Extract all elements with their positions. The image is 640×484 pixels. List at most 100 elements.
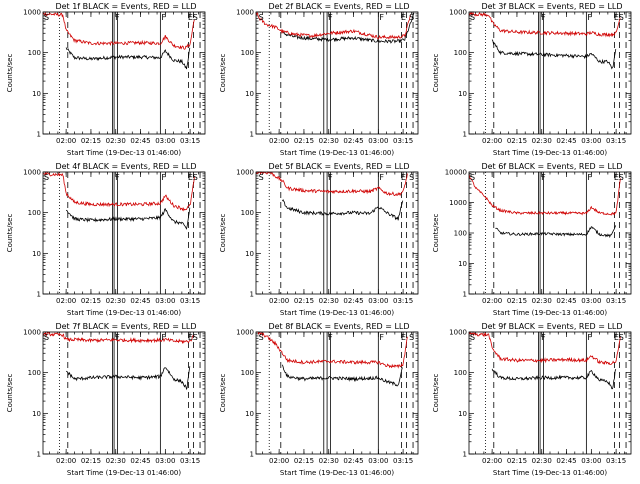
event-marker-label: S (409, 13, 414, 22)
event-marker-label: S (470, 13, 475, 22)
chart-panel: Det 9f BLACK = Events, RED = LLD Counts/s… (426, 320, 639, 480)
series-line-lld (468, 11, 621, 38)
x-tick-label: 02:45 (556, 457, 576, 465)
y-axis (43, 331, 205, 455)
event-marker-label: S (470, 173, 475, 182)
event-marker-label: F (379, 333, 384, 342)
y-tick-label: 1 (37, 131, 41, 139)
y-tick-label: 10 (32, 90, 41, 98)
plot-frame (468, 171, 632, 295)
chart-panel: Det 7f BLACK = Events, RED = LLD Counts/s… (0, 320, 213, 480)
plot-frame (468, 331, 632, 455)
chart-svg: Det 7f BLACK = Events, RED = LLD Counts/s… (6, 322, 206, 477)
chart-title: Det 3f BLACK = Events, RED = LLD (481, 2, 622, 11)
x-tick-label: 02:00 (269, 137, 289, 145)
event-marker-label: E (188, 333, 193, 342)
y-tick-label: 1 (463, 291, 467, 299)
series-line-events (282, 199, 404, 221)
x-tick-label: 02:00 (56, 457, 76, 465)
x-tick-label: 02:00 (482, 137, 502, 145)
y-tick-label: 1 (250, 291, 254, 299)
x-tick-label: 03:15 (606, 297, 626, 305)
x-tick-label: 03:15 (606, 457, 626, 465)
chart-svg: Det 8f BLACK = Events, RED = LLD Counts/s… (219, 322, 419, 477)
event-marker-label: E (401, 13, 406, 22)
chart-panel: Det 8f BLACK = Events, RED = LLD Counts/s… (213, 320, 426, 480)
event-marker-label: F (115, 13, 120, 22)
x-tick-label: 03:15 (606, 137, 626, 145)
series-line-events (65, 47, 191, 70)
x-axis-label: Start Time (19-Dec-13 01:46:00) (493, 149, 607, 157)
y-tick-label: 1000 (449, 329, 467, 337)
x-tick-label: 03:15 (393, 137, 413, 145)
event-marker-label: F (115, 333, 120, 342)
plot-frame (255, 331, 419, 455)
event-marker-label: S (470, 333, 475, 342)
event-marker-label: S (193, 333, 198, 342)
chart-title: Det 6f BLACK = Events, RED = LLD (481, 162, 622, 171)
y-tick-label: 100 (454, 230, 467, 238)
event-marker-label: F (379, 173, 384, 182)
y-axis (469, 171, 631, 295)
event-marker-label: F (587, 333, 592, 342)
y-tick-label: 1000 (236, 9, 254, 17)
event-marker-label: F (161, 333, 166, 342)
x-tick-label: 02:15 (507, 297, 527, 305)
x-tick-label: 02:15 (81, 297, 101, 305)
event-marker-label: S (193, 173, 198, 182)
x-tick-label: 02:45 (343, 457, 363, 465)
x-tick-label: 02:45 (556, 137, 576, 145)
event-marker-label: S (409, 173, 414, 182)
x-tick-label: 03:00 (581, 297, 601, 305)
y-tick-label: 1 (250, 131, 254, 139)
x-axis-label: Start Time (19-Dec-13 01:46:00) (67, 149, 181, 157)
x-tick-label: 02:45 (130, 457, 150, 465)
x-tick-label: 02:15 (294, 457, 314, 465)
x-axis (475, 332, 625, 454)
x-tick-label: 03:00 (155, 457, 175, 465)
x-axis (49, 332, 199, 454)
plot-frame (468, 11, 632, 135)
event-marker-label: S (619, 173, 624, 182)
x-tick-label: 03:00 (155, 297, 175, 305)
x-axis (475, 172, 625, 294)
chart-svg: Det 6f BLACK = Events, RED = LLD Counts/s… (432, 162, 632, 317)
y-tick-label: 100 (28, 369, 41, 377)
chart-svg: Det 5f BLACK = Events, RED = LLD Counts/s… (219, 162, 419, 317)
chart-panel: Det 2f BLACK = Events, RED = LLD Counts/s… (213, 0, 426, 160)
event-marker-label: S (44, 13, 49, 22)
chart-svg: Det 4f BLACK = Events, RED = LLD Counts/s… (6, 162, 206, 317)
x-tick-label: 02:30 (106, 137, 126, 145)
event-marker-label: F (328, 13, 333, 22)
series-line-lld (42, 11, 195, 50)
y-tick-label: 10 (458, 260, 467, 268)
x-tick-label: 02:45 (556, 297, 576, 305)
y-axis-label: Counts/sec (219, 374, 227, 413)
y-axis-label: Counts/sec (6, 54, 14, 93)
y-tick-label: 10000 (445, 169, 467, 177)
x-tick-label: 03:00 (368, 457, 388, 465)
x-tick-label: 02:15 (507, 137, 527, 145)
event-marker-label: E (614, 333, 619, 342)
chart-panel: Det 4f BLACK = Events, RED = LLD Counts/s… (0, 160, 213, 320)
chart-title: Det 2f BLACK = Events, RED = LLD (268, 2, 409, 11)
event-marker-label: E (614, 173, 619, 182)
chart-title: Det 4f BLACK = Events, RED = LLD (55, 162, 196, 171)
y-tick-label: 100 (454, 49, 467, 57)
chart-panel: Det 6f BLACK = Events, RED = LLD Counts/s… (426, 160, 639, 320)
y-axis (43, 11, 205, 135)
y-axis (469, 11, 631, 135)
event-marker-label: E (401, 333, 406, 342)
event-marker-label: F (328, 173, 333, 182)
y-tick-label: 10 (32, 250, 41, 258)
y-tick-label: 10 (458, 90, 467, 98)
chart-panel: Det 3f BLACK = Events, RED = LLD Counts/s… (426, 0, 639, 160)
chart-title: Det 7f BLACK = Events, RED = LLD (55, 322, 196, 331)
y-tick-label: 1000 (23, 329, 41, 337)
y-tick-label: 1 (463, 451, 467, 459)
x-tick-label: 02:30 (106, 457, 126, 465)
y-axis (256, 11, 418, 135)
x-tick-label: 02:30 (532, 137, 552, 145)
plot-frame (255, 11, 419, 135)
